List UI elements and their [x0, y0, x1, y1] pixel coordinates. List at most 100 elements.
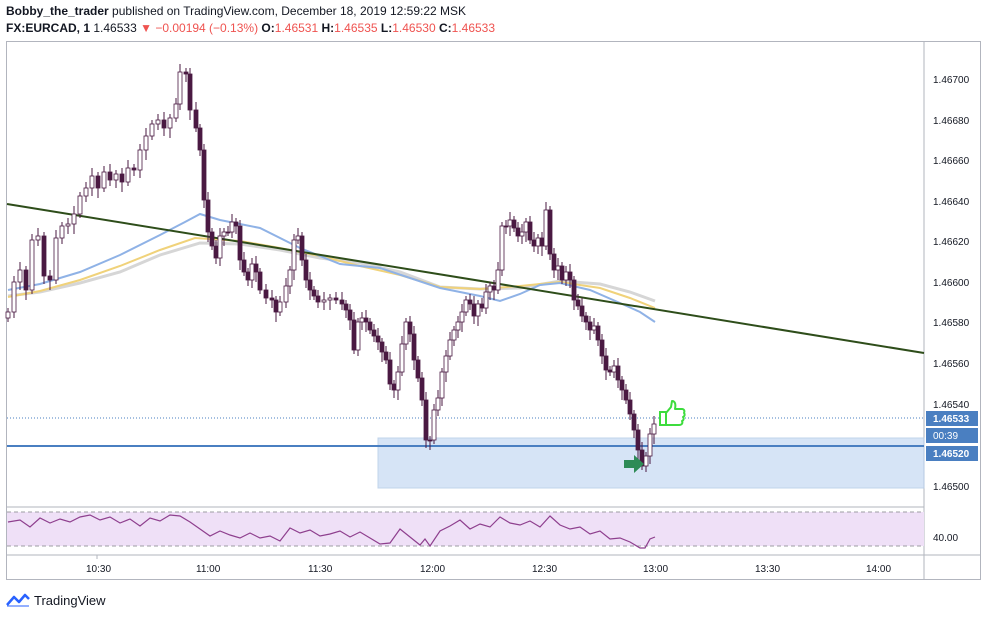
price-tick: 1.46640 [933, 197, 970, 208]
candle-body [263, 289, 269, 299]
thumbs-up-icon [659, 400, 686, 426]
symbol-label[interactable]: FX:EURCAD, 1 [6, 21, 91, 35]
candle-body [233, 221, 239, 227]
tradingview-brand[interactable]: TradingView [34, 592, 106, 608]
candle-body [379, 341, 385, 353]
candle-body [507, 219, 513, 227]
candle-body [143, 135, 149, 151]
candle-body [283, 285, 289, 303]
candle-body [257, 271, 263, 291]
candle-body [447, 339, 453, 357]
candle-body [567, 271, 573, 281]
candle-body [131, 167, 137, 171]
candle-body [209, 231, 215, 247]
time-tick: 14:00 [866, 564, 891, 575]
candle-body [399, 343, 405, 373]
publish-header: Bobby_the_trader published on TradingVie… [6, 4, 466, 18]
candle-body [217, 235, 223, 259]
candle-body [183, 71, 189, 75]
candle-body [559, 265, 565, 281]
countdown-tag-text: 00:39 [933, 431, 958, 442]
tradingview-logo-icon[interactable] [6, 593, 30, 607]
level-price-tag [926, 446, 978, 461]
candle-body [383, 351, 389, 361]
time-tick: 12:00 [420, 564, 445, 575]
candle-body [35, 235, 41, 241]
candle-body [77, 195, 83, 215]
last-price-tag-text: 1.46533 [933, 414, 970, 425]
candle-body [253, 263, 259, 273]
candle-body [539, 237, 545, 247]
rsi-axis-label: 40.00 [933, 533, 958, 544]
candle-body [53, 237, 59, 281]
candle-body [455, 321, 461, 331]
candle-body [173, 103, 179, 119]
candle-body [311, 289, 317, 297]
candle-body [599, 339, 605, 357]
rsi-line [7, 514, 656, 549]
candle-body [237, 225, 243, 261]
candle-body [291, 239, 297, 271]
candle-body [571, 279, 577, 301]
trend-line[interactable] [6, 203, 925, 354]
candle-body [5, 311, 11, 319]
close-label: C: [438, 21, 452, 35]
candle-body [321, 299, 327, 303]
candle-body [503, 225, 509, 228]
candle-body [249, 263, 255, 281]
chart-frame[interactable] [6, 41, 981, 580]
candle-body [95, 175, 101, 189]
candle-body [479, 303, 485, 309]
candle-body [459, 311, 465, 323]
candle-body [47, 275, 53, 281]
candle-body [603, 355, 609, 371]
candle-body [415, 359, 421, 379]
time-tick: 11:30 [308, 564, 333, 575]
candle-body [59, 225, 65, 239]
candle-body [555, 265, 561, 271]
candle-body [583, 315, 589, 323]
candle-body [611, 365, 617, 373]
candle-body [177, 71, 183, 105]
candle-body [635, 429, 641, 451]
high-label: H: [321, 21, 335, 35]
last-price: 1.46533 [93, 21, 137, 35]
ma-yellow-line [7, 236, 656, 309]
candle-body [125, 167, 131, 183]
time-tick: 13:30 [755, 564, 780, 575]
candle-body [535, 237, 541, 247]
candle-body [167, 117, 173, 129]
author-name[interactable]: Bobby_the_trader [6, 4, 109, 18]
candle-body [523, 221, 529, 233]
time-axis[interactable]: 10:30 11:00 11:30 12:00 12:30 13:00 13:3… [86, 555, 891, 575]
low-label: L: [380, 21, 393, 35]
candle-body [483, 291, 489, 309]
candle-body [149, 123, 155, 137]
candle-body [463, 299, 469, 313]
candle-body [543, 209, 549, 247]
candle-body [367, 321, 373, 331]
candle-body [575, 299, 581, 307]
candle-body [333, 297, 339, 301]
candlestick-series [5, 64, 657, 472]
candle-body [213, 245, 219, 259]
price-axis[interactable]: 1.46700 1.46680 1.46660 1.46640 1.46620 … [933, 75, 970, 493]
candle-body [113, 173, 119, 181]
publish-info: published on TradingView.com, December 1… [112, 4, 467, 18]
candle-body [475, 303, 481, 317]
candle-body [303, 259, 309, 281]
time-tick: 11:00 [196, 564, 221, 575]
candle-body [643, 455, 649, 467]
candle-body [495, 269, 501, 291]
candle-body [241, 259, 247, 273]
candle-body [627, 399, 633, 415]
candle-body [467, 299, 473, 305]
candle-body [11, 281, 17, 313]
candle-body [17, 269, 23, 283]
candle-body [527, 221, 533, 241]
candle-body [551, 253, 557, 271]
open-value: 1.46531 [274, 21, 319, 35]
rsi-band [7, 512, 924, 546]
candle-body [375, 335, 381, 343]
